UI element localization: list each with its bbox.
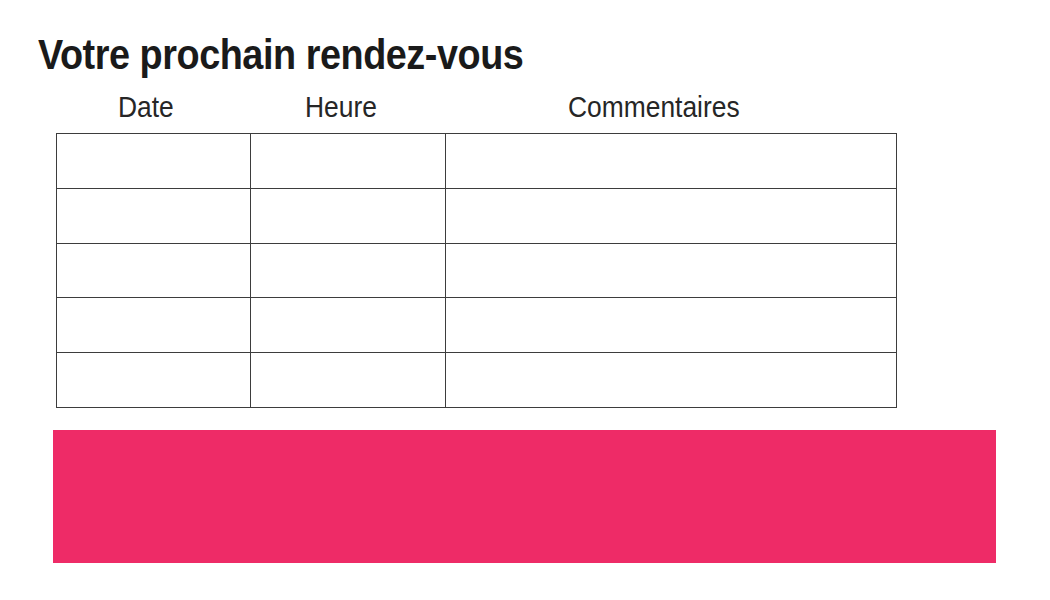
table-row xyxy=(57,188,897,243)
table-cell xyxy=(446,188,897,243)
table-row xyxy=(57,353,897,408)
page-title: Votre prochain rendez-vous xyxy=(38,34,523,76)
table-row xyxy=(57,243,897,298)
table-cell xyxy=(446,243,897,298)
appointments-table xyxy=(56,133,897,408)
pink-banner xyxy=(53,430,996,563)
table-cell xyxy=(57,134,251,189)
table-cell xyxy=(57,243,251,298)
table-cell xyxy=(251,243,446,298)
table-row xyxy=(57,134,897,189)
table-cell xyxy=(57,298,251,353)
table-cell xyxy=(57,188,251,243)
column-header-heure: Heure xyxy=(305,92,377,122)
table-cell xyxy=(446,353,897,408)
appointments-table-body xyxy=(57,134,897,408)
table-cell xyxy=(251,298,446,353)
table-row xyxy=(57,298,897,353)
table-cell xyxy=(446,298,897,353)
table-cell xyxy=(251,134,446,189)
table-cell xyxy=(446,134,897,189)
table-cell xyxy=(251,353,446,408)
table-cell xyxy=(57,353,251,408)
table-cell xyxy=(251,188,446,243)
column-header-commentaires: Commentaires xyxy=(568,92,740,122)
column-header-date: Date xyxy=(118,92,174,122)
page: Votre prochain rendez-vous Date Heure Co… xyxy=(0,0,1050,600)
